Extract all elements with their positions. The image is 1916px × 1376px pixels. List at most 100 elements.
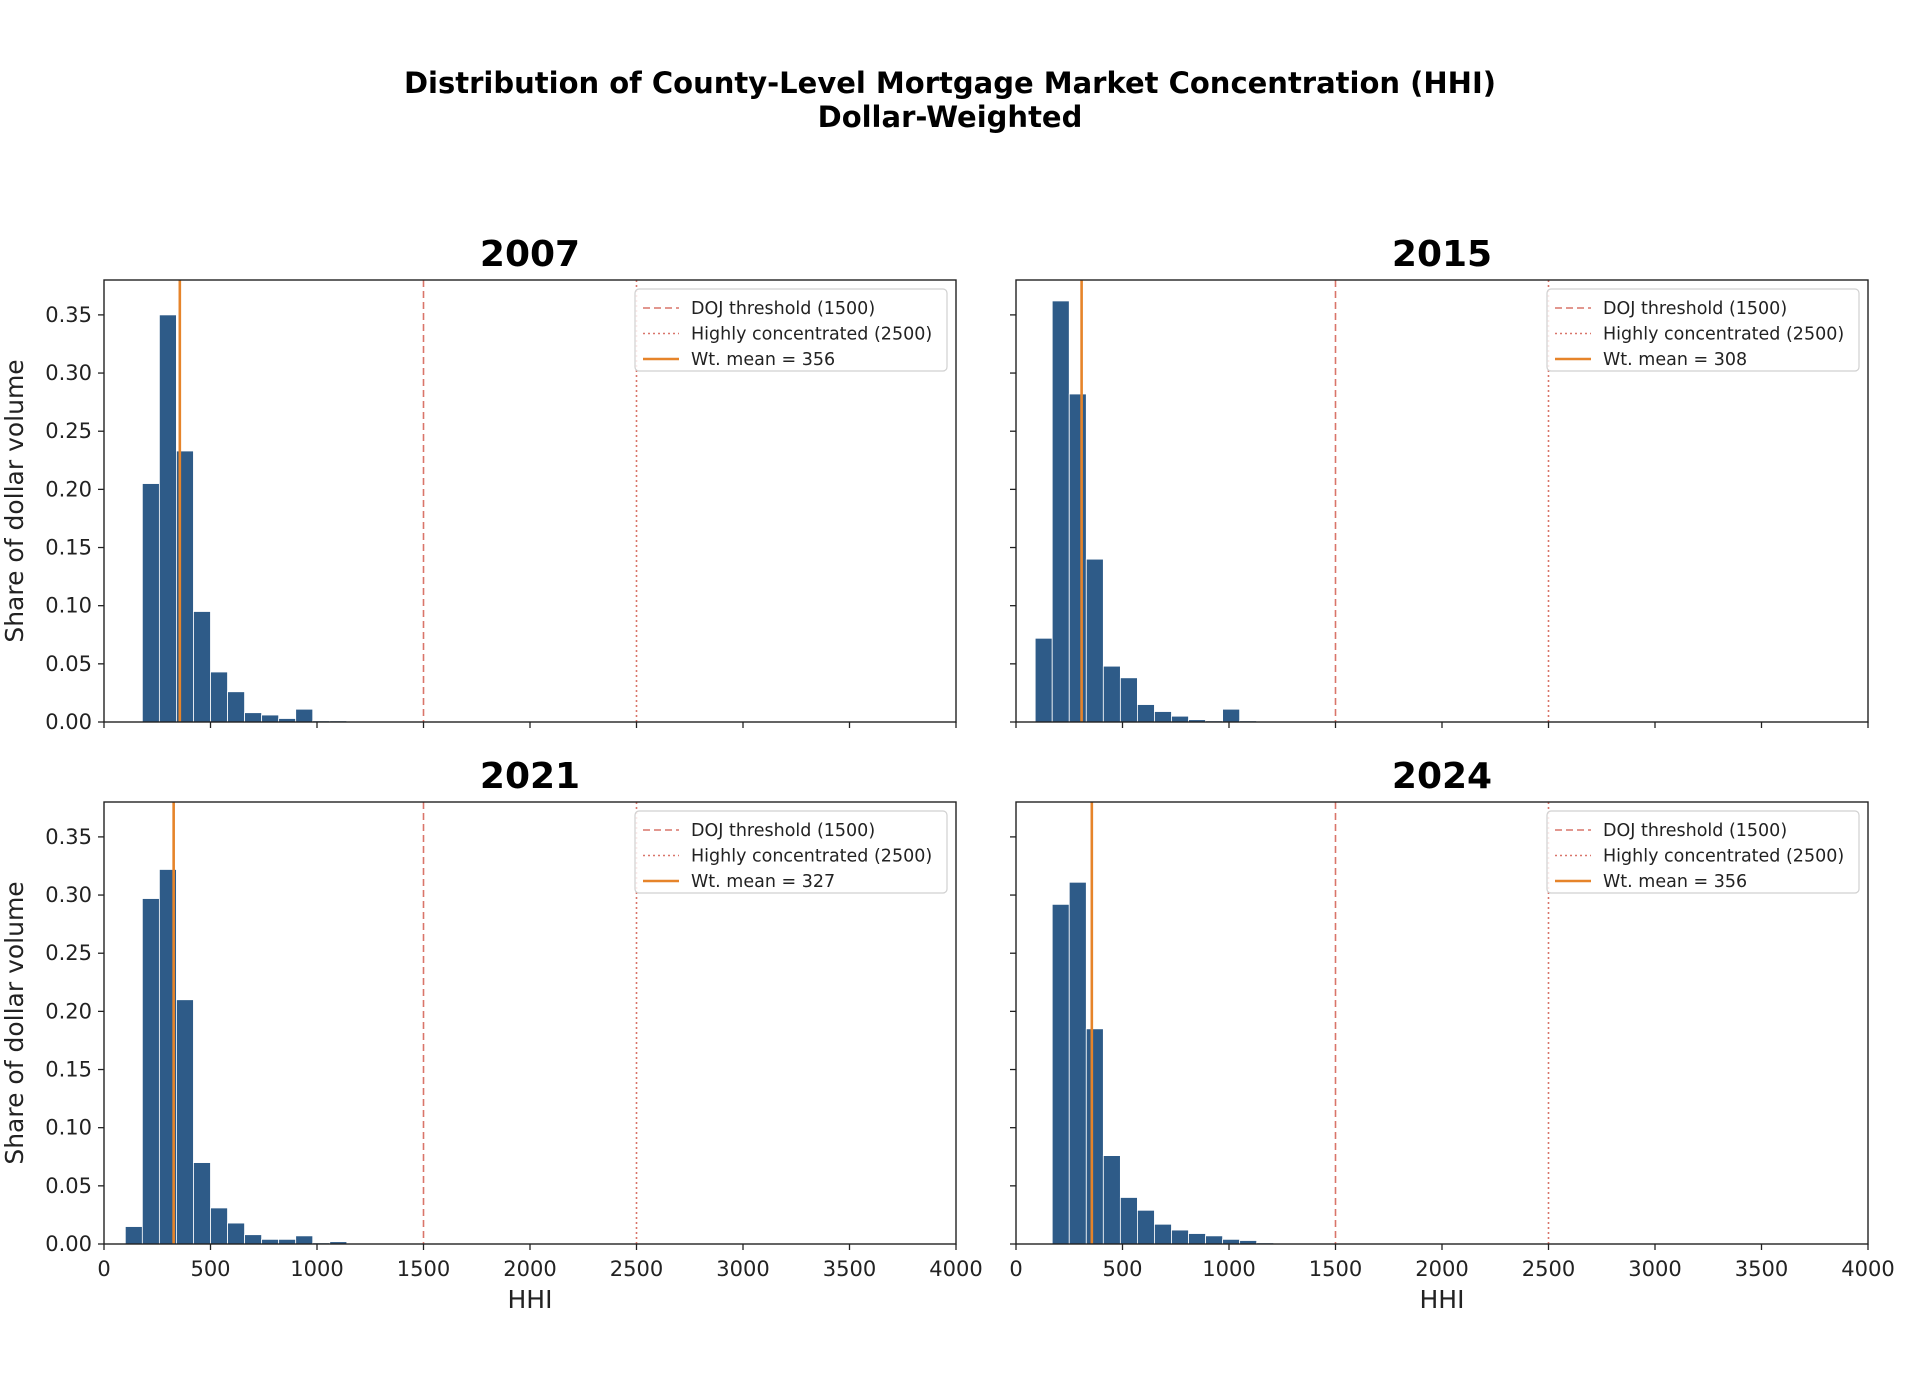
- y-tick-label: 0.05: [45, 652, 92, 676]
- histogram-bar: [210, 1207, 228, 1245]
- histogram-bar: [158, 314, 177, 723]
- subplot-grid: 2007 0.00 0.05 0.10 0.15 0.20 0.25 0.30 0.35 Shar…: [0, 234, 1895, 1314]
- legend-box: [634, 810, 948, 894]
- y-tick-label: 0.15: [45, 536, 92, 560]
- x-tick-label: 2500: [610, 1257, 663, 1281]
- histogram-bar: [1188, 1233, 1206, 1245]
- histogram-bar: [1171, 715, 1189, 723]
- x-tick-label: 3000: [1628, 1257, 1681, 1281]
- histogram-bar: [193, 611, 211, 723]
- x-tick-label: 2000: [1415, 1257, 1468, 1281]
- histogram-bar: [193, 1162, 211, 1245]
- x-tick-label: 0: [1009, 1257, 1022, 1281]
- x-tick-label: 1000: [290, 1257, 343, 1281]
- legend-entry: Wt. mean = 356: [1603, 872, 1747, 892]
- histogram-bar: [295, 1235, 314, 1245]
- histogram-bar: [1222, 708, 1241, 723]
- subplot-2015: 2015 DOJ threshold (1500) Highly concentra…: [1010, 234, 1869, 728]
- legend-entry: DOJ threshold (1500): [1603, 299, 1787, 319]
- histogram-bar: [1171, 1229, 1189, 1245]
- y-tick-label: 0.35: [45, 303, 92, 327]
- histogram-bar: [261, 714, 280, 723]
- y-tick-label: 0.20: [45, 477, 92, 501]
- y-axis-label: Share of dollar volume: [0, 881, 29, 1164]
- histogram-bar: [244, 1234, 263, 1245]
- legend-box: [1546, 288, 1860, 372]
- legend-entry: DOJ threshold (1500): [1603, 821, 1787, 841]
- histogram-bar: [1119, 677, 1138, 723]
- legend-entry: Highly concentrated (2500): [1603, 847, 1844, 867]
- histogram-bar: [227, 691, 245, 723]
- legend-entry: Wt. mean = 327: [691, 872, 835, 892]
- legend-entry: Highly concentrated (2500): [691, 847, 932, 867]
- subplot-2024: 2024 0 500 1000 1500 2000 2500 3000 3500 4000 HHI D…: [1009, 756, 1894, 1314]
- legend-entry: DOJ threshold (1500): [691, 299, 875, 319]
- figure-title-line2: Dollar-Weighted: [818, 100, 1083, 134]
- legend: DOJ threshold (1500) Highly concentrated …: [634, 810, 948, 894]
- histogram-bar: [1137, 1209, 1155, 1245]
- y-tick-label: 0.20: [45, 999, 92, 1023]
- histogram-bar: [1085, 1028, 1104, 1245]
- histogram-bar: [141, 483, 160, 723]
- histogram-bar: [1085, 558, 1104, 723]
- histogram-bar: [1119, 1197, 1138, 1245]
- figure-title-line1: Distribution of County-Level Mortgage Ma…: [404, 66, 1496, 100]
- y-tick-label: 0.15: [45, 1058, 92, 1082]
- histogram-bar: [210, 671, 228, 723]
- histogram-bar: [1154, 711, 1172, 723]
- x-axis-label: HHI: [1420, 1285, 1465, 1314]
- x-tick-label: 2000: [503, 1257, 556, 1281]
- x-tick-label: 4000: [1841, 1257, 1894, 1281]
- histogram-bar: [1102, 1155, 1121, 1245]
- subplot-title: 2015: [1392, 234, 1492, 275]
- histogram-bar: [1205, 1235, 1224, 1245]
- histogram-bar: [1137, 704, 1155, 723]
- y-tick-label: 0.10: [45, 594, 92, 618]
- legend: DOJ threshold (1500) Highly concentrated …: [1546, 810, 1860, 894]
- histogram-bar: [295, 708, 314, 723]
- x-tick-label: 1500: [397, 1257, 450, 1281]
- legend-box: [1546, 810, 1860, 894]
- legend-entry: DOJ threshold (1500): [691, 821, 875, 841]
- y-tick-label: 0.00: [45, 710, 92, 734]
- histogram-bar: [1102, 665, 1121, 723]
- x-tick-label: 3500: [1735, 1257, 1788, 1281]
- legend-entry: Wt. mean = 356: [691, 350, 835, 370]
- y-axis-label: Share of dollar volume: [0, 359, 29, 642]
- x-tick-label: 4000: [929, 1257, 982, 1281]
- legend-box: [634, 288, 948, 372]
- subplot-title: 2021: [480, 756, 580, 797]
- histogram-bar: [1051, 300, 1070, 723]
- histogram-bar: [124, 1226, 143, 1245]
- histogram-bar: [176, 999, 194, 1245]
- y-tick-label: 0.05: [45, 1174, 92, 1198]
- y-tick-label: 0.00: [45, 1232, 92, 1256]
- legend-entry: Highly concentrated (2500): [1603, 325, 1844, 345]
- histogram-bar: [227, 1222, 245, 1245]
- histogram-bar: [141, 898, 160, 1245]
- x-tick-label: 1000: [1202, 1257, 1255, 1281]
- x-tick-label: 1500: [1309, 1257, 1362, 1281]
- histogram-bar: [1068, 881, 1087, 1245]
- x-tick-label: 500: [190, 1257, 230, 1281]
- x-tick-label: 500: [1102, 1257, 1142, 1281]
- y-tick-label: 0.25: [45, 941, 92, 965]
- histogram-bar: [244, 712, 263, 723]
- x-tick-label: 3000: [716, 1257, 769, 1281]
- subplot-2021: 2021 0 500 1000 1500 2000 2500 3000 3500 4000 0.00…: [0, 756, 983, 1314]
- subplot-title: 2007: [480, 234, 580, 275]
- y-tick-label: 0.30: [45, 361, 92, 385]
- y-tick-label: 0.10: [45, 1116, 92, 1140]
- y-tick-label: 0.25: [45, 419, 92, 443]
- x-tick-label: 2500: [1522, 1257, 1575, 1281]
- histogram-bar: [1051, 903, 1070, 1245]
- x-axis-label: HHI: [508, 1285, 553, 1314]
- x-tick-label: 0: [97, 1257, 110, 1281]
- subplot-2007: 2007 0.00 0.05 0.10 0.15 0.20 0.25 0.30 0.35 Shar…: [0, 234, 957, 734]
- legend-entry: Wt. mean = 308: [1603, 350, 1747, 370]
- legend: DOJ threshold (1500) Highly concentrated …: [634, 288, 948, 372]
- legend: DOJ threshold (1500) Highly concentrated …: [1546, 288, 1860, 372]
- legend-entry: Highly concentrated (2500): [691, 325, 932, 345]
- subplot-title: 2024: [1392, 756, 1492, 797]
